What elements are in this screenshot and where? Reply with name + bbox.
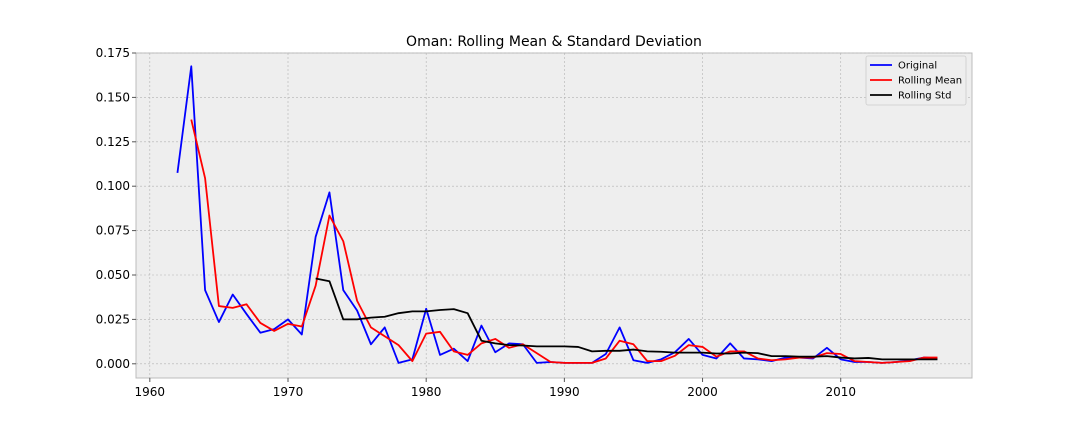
series-layer <box>176 65 938 364</box>
y-axis: 0.000 0.025 0.050 0.075 0.100 0.125 0.150 0.175 <box>96 46 136 371</box>
grid <box>136 52 972 378</box>
legend-label-original: Original <box>898 61 937 72</box>
plot-area <box>135 52 973 379</box>
series-line-rolling-std <box>315 277 938 361</box>
x-tick-label: 1960 <box>135 385 166 399</box>
chart-title: Oman: Rolling Mean & Standard Deviation <box>406 34 702 50</box>
y-tick-label: 0.075 <box>96 224 130 238</box>
legend-label-rolling-std: Rolling Std <box>898 91 951 102</box>
x-tick-label: 1970 <box>273 385 304 399</box>
x-tick-label: 1980 <box>411 385 442 399</box>
y-tick-label: 0.175 <box>96 46 130 60</box>
x-tick-label: 2000 <box>687 385 718 399</box>
y-tick-label: 0.050 <box>96 268 130 282</box>
y-tick-label: 0.025 <box>96 312 130 326</box>
x-tick-label: 1990 <box>549 385 580 399</box>
legend: Original Rolling Mean Rolling Std <box>865 55 967 106</box>
x-axis: 1960 1970 1980 1990 2000 2010 <box>135 378 856 399</box>
y-tick-label: 0.100 <box>96 179 130 193</box>
y-tick-label: 0.125 <box>96 135 130 149</box>
legend-box <box>865 55 967 106</box>
legend-label-rolling-mean: Rolling Mean <box>898 76 962 87</box>
y-tick-label: 0.000 <box>96 357 130 371</box>
x-tick-label: 2010 <box>825 385 856 399</box>
y-tick-label: 0.150 <box>96 90 130 104</box>
